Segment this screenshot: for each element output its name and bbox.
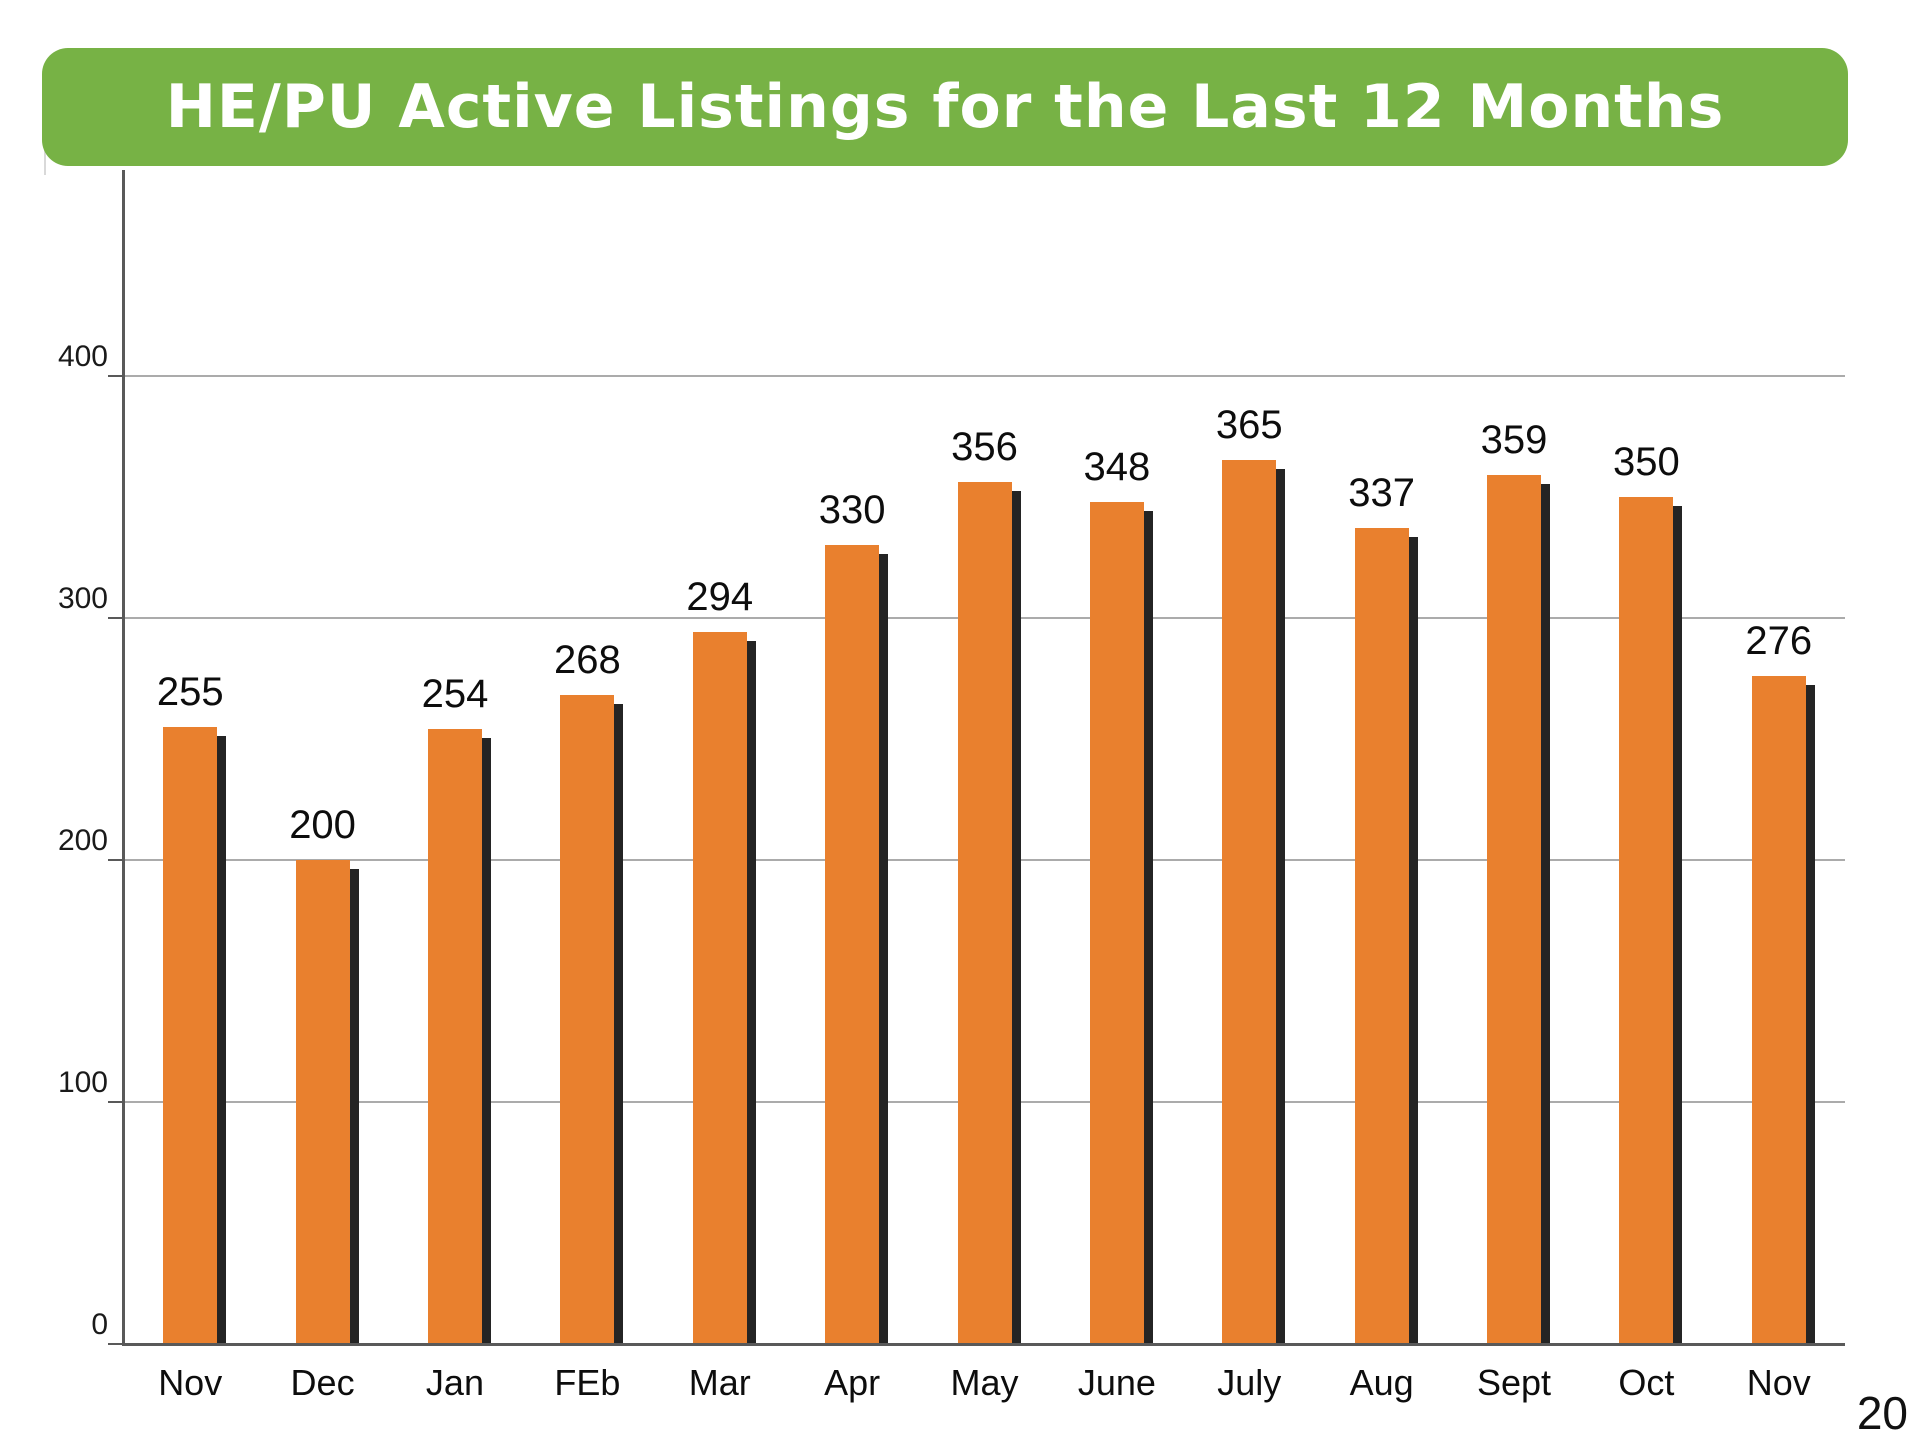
bar-value-label: 337: [1348, 471, 1416, 516]
x-axis-label: Sept: [1477, 1362, 1552, 1403]
chart-title-banner: HE/PU Active Listings for the Last 12 Mo…: [42, 48, 1848, 166]
bar-value-label: 255: [156, 669, 224, 714]
bar-apr-5: [825, 545, 880, 1344]
x-axis-label: Aug: [1349, 1362, 1414, 1403]
x-axis-label: Nov: [158, 1362, 223, 1403]
bar-oct-11: [1619, 496, 1674, 1344]
x-axis-label: Oct: [1618, 1362, 1675, 1403]
y-tick-mark: [108, 616, 122, 619]
bar-chart-plot: 0 100 200 300 400 255 Nov 200 Dec 254 Jan 268 FEb 294…: [58, 170, 1845, 1403]
x-axis-label: Apr: [824, 1362, 881, 1403]
bar-value-label: 348: [1083, 444, 1151, 489]
x-axis-label: July: [1217, 1362, 1282, 1403]
bar-feb-3: [560, 695, 615, 1344]
x-axis-label: Nov: [1746, 1362, 1811, 1403]
y-tick-label: 100: [57, 1065, 108, 1099]
bar-nov-12: [1751, 675, 1806, 1344]
bar-sept-10: [1487, 475, 1542, 1344]
bar-value-label: 254: [421, 672, 489, 717]
bar-mar-4: [692, 632, 747, 1344]
bar-nov-0: [163, 726, 218, 1344]
page-number: 20: [1856, 1387, 1908, 1439]
y-tick-label: 400: [57, 339, 108, 373]
bar-july-8: [1222, 460, 1277, 1344]
bar-dec-1: [295, 859, 350, 1344]
bar-value-label: 294: [686, 575, 754, 620]
x-axis-label: Jan: [425, 1362, 484, 1403]
y-tick-mark: [108, 1100, 122, 1103]
bar-value-label: 276: [1745, 618, 1813, 663]
bar-value-label: 356: [951, 425, 1018, 470]
bar-value-label: 330: [818, 488, 886, 533]
bar-value-label: 359: [1480, 418, 1548, 462]
bar-value-label: 350: [1613, 439, 1680, 484]
gridline-400: [124, 374, 1845, 377]
x-axis-label: Dec: [290, 1362, 355, 1403]
y-tick-label: 300: [57, 581, 108, 615]
y-tick-mark: [108, 858, 122, 861]
bar-value-label: 268: [553, 638, 621, 683]
y-tick-label: 0: [91, 1308, 108, 1341]
bar-value-label: 365: [1215, 403, 1283, 448]
y-axis-line: [122, 170, 125, 1344]
x-axis-label: May: [950, 1362, 1019, 1403]
x-axis-label: Mar: [688, 1362, 751, 1403]
y-tick-label: 200: [57, 823, 108, 857]
x-axis-line: [122, 1343, 1845, 1346]
bar-aug-9: [1354, 528, 1409, 1344]
chart-title: HE/PU Active Listings for the Last 12 Mo…: [165, 72, 1725, 142]
x-axis-label: June: [1077, 1362, 1156, 1403]
bar-jan-2: [427, 729, 482, 1344]
bar-may-6: [957, 482, 1012, 1344]
y-tick-mark: [108, 374, 122, 377]
bar-value-label: 200: [289, 802, 356, 847]
bar-june-7: [1089, 501, 1144, 1344]
x-axis-label: FEb: [554, 1362, 621, 1403]
y-tick-mark: [108, 1343, 122, 1345]
